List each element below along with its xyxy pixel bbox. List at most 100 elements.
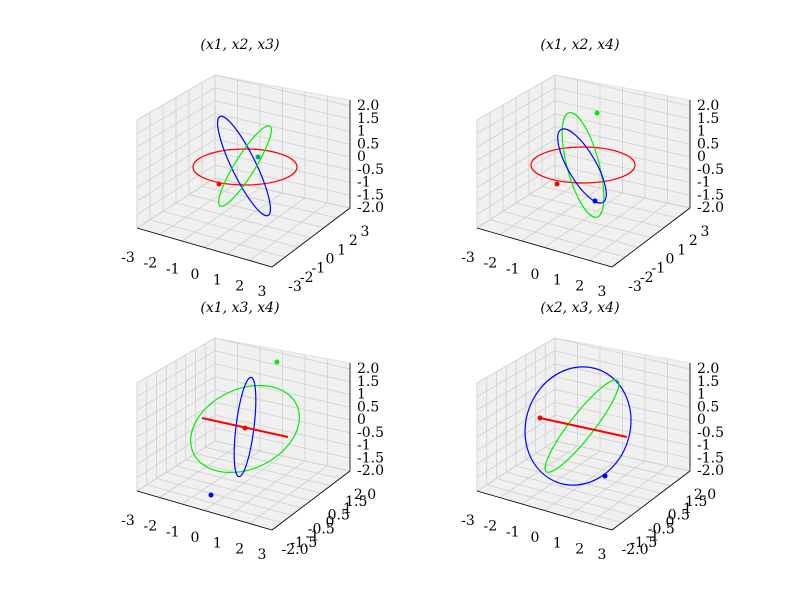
grid-line [476, 414, 691, 465]
x-tick-label: -3 [121, 513, 135, 529]
y-tick-label: -1 [646, 528, 660, 544]
x-tick-label: 0 [191, 530, 200, 546]
z-tick-label: -0.5 [697, 425, 724, 441]
z-tick-label: 0 [357, 412, 366, 428]
grid-line [476, 177, 691, 229]
z-tick-label: 1.5 [697, 374, 719, 390]
grid-line [136, 177, 351, 229]
grid-line [476, 87, 691, 134]
x-tick-label: 1 [213, 536, 222, 552]
panel: -3 -2 -1 0 1 2 3 -3-2-10123-2.0-1.5-1-0.500.511… [461, 37, 724, 300]
grid-line [136, 389, 351, 438]
y-tick-label: 1 [683, 501, 692, 517]
curves [524, 366, 632, 486]
grid-line [476, 100, 691, 148]
z-tick-label: 1 [697, 387, 706, 403]
grid-line [136, 126, 351, 175]
grid-line [476, 376, 691, 424]
y-tick-label: 2 [349, 233, 358, 249]
curves [192, 115, 298, 217]
z-tick-label: 0 [357, 149, 366, 165]
y-tick-label: 0.5 [668, 508, 690, 524]
axis-line [476, 490, 613, 531]
grid-line [136, 427, 351, 478]
z-tick-label: 2.0 [357, 98, 379, 114]
grid-line [136, 414, 351, 465]
grid-line [136, 100, 351, 148]
z-tick-label: -0.5 [357, 162, 384, 178]
y-tick-label: -0.5 [308, 521, 335, 537]
z-tick-label: -0.5 [697, 162, 724, 178]
axis-line [476, 227, 613, 268]
z-tick-label: 1.5 [357, 374, 379, 390]
y-tick-label: 2.0 [354, 487, 376, 503]
y-tick-label: 1 [677, 242, 686, 258]
y-tick-label: 1 [337, 242, 346, 258]
curve [218, 125, 272, 207]
y-tick-label: -3 [628, 279, 642, 295]
y-tick-label: -1.5 [630, 535, 657, 551]
grid-line [476, 164, 691, 215]
y-tick-label: 3 [701, 224, 710, 240]
curve [190, 384, 300, 474]
grid-line [136, 337, 351, 384]
x-tick-label: -2 [484, 519, 498, 535]
y-tick-label: 1 [343, 501, 352, 517]
z-tick-label: -2.0 [357, 463, 384, 479]
z-tick-label: -1 [697, 175, 711, 191]
z-tick-label: -2.0 [357, 200, 384, 216]
x-tick-label: 2 [235, 278, 244, 294]
grid-line [136, 376, 351, 424]
z-tick-label: -1 [697, 438, 711, 454]
grid-line [136, 164, 351, 215]
x-tick-label: -1 [166, 261, 180, 277]
y-tick-label: -1.5 [290, 535, 317, 551]
x-tick-label: -3 [121, 250, 135, 266]
x-tick-label: -1 [166, 524, 180, 540]
y-tick-label: 0.5 [328, 508, 350, 524]
x-tick-label: 0 [531, 267, 540, 283]
chart-title: (x1, x2, x4) [540, 37, 619, 53]
grid-line [476, 401, 691, 451]
y-tick-label: 1.5 [685, 494, 707, 510]
z-tick-label: -1 [357, 438, 371, 454]
y-tick-label: -2.0 [282, 542, 309, 558]
point [554, 181, 560, 187]
z-tick-label: 2.0 [357, 361, 379, 377]
point [274, 359, 280, 365]
x-tick-label: 3 [258, 547, 267, 563]
axis-line [136, 490, 273, 531]
z-tick-label: -2.0 [697, 200, 724, 216]
curve [557, 128, 607, 204]
grid-line [476, 350, 691, 397]
z-tick-label: -0.5 [357, 425, 384, 441]
x-tick-label: 1 [213, 273, 222, 289]
panel: -3 -2 -1 0 1 2 3 -2.0-1.5-1-0.500.511.52.0-2.0-… [121, 300, 384, 563]
grid-line [136, 350, 351, 397]
x-tick-label: 3 [258, 284, 267, 300]
grid-line [136, 440, 351, 492]
point [594, 110, 600, 116]
y-tick-label: 1.5 [345, 494, 367, 510]
z-tick-label: 1.5 [357, 111, 379, 127]
x-tick-label: 1 [553, 273, 562, 289]
grid-line [476, 74, 691, 121]
z-tick-label: 0 [697, 412, 706, 428]
grid-line [136, 363, 351, 411]
y-tick-label: 0 [666, 515, 675, 531]
curve [216, 115, 272, 217]
y-tick-label: -1 [652, 261, 666, 277]
grid-line [476, 138, 691, 188]
y-tick-label: 2.0 [694, 487, 716, 503]
grid-line [136, 74, 351, 121]
x-tick-label: 1 [553, 536, 562, 552]
x-tick-label: -3 [461, 250, 475, 266]
curves [530, 110, 636, 218]
y-tick-label: -3 [288, 279, 302, 295]
x-tick-label: 2 [575, 541, 584, 557]
grid-line [476, 389, 691, 438]
curve [524, 366, 632, 486]
z-tick-label: 1 [697, 124, 706, 140]
curve [530, 146, 636, 184]
point [216, 181, 222, 187]
